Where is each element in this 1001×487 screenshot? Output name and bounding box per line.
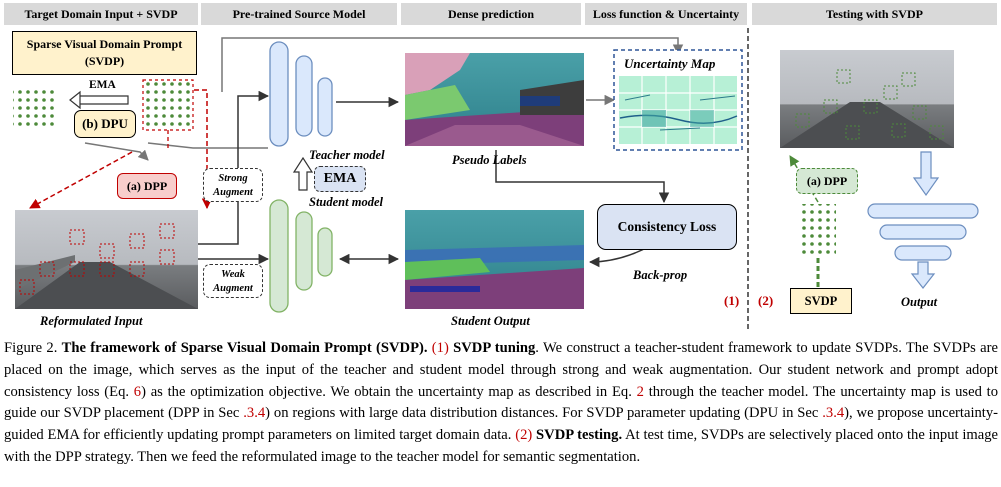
caption-fig-number: Figure 2. xyxy=(4,340,57,356)
student-output-image xyxy=(405,210,584,309)
weak-augment-line1: Weak xyxy=(204,268,262,282)
teacher-model xyxy=(270,42,332,146)
test-svdp-box: SVDP xyxy=(790,288,852,314)
student-output-label: Student Output xyxy=(451,314,530,329)
section-marker-1: (1) xyxy=(724,293,739,309)
caption-sec34-link-b[interactable]: .3.4 xyxy=(822,405,844,421)
testing-input-image xyxy=(780,50,954,148)
figure-caption: Figure 2. The framework of Sparse Visual… xyxy=(4,338,998,469)
ema-arrow-icon xyxy=(78,96,128,104)
test-down-arrow-icon xyxy=(914,152,938,195)
strong-augment-line1: Strong xyxy=(204,172,262,186)
svdp-abbrev: (SVDP) xyxy=(13,53,196,70)
reformulated-input-image xyxy=(15,210,198,309)
caption-part1-title: SVDP tuning xyxy=(453,340,535,356)
test-prompt-grid xyxy=(800,204,836,258)
backprop-label: Back-prop xyxy=(633,268,687,283)
test-output-label: Output xyxy=(901,295,937,310)
teacher-model-label: Teacher model xyxy=(309,148,385,163)
caption-eq6-link[interactable]: 6 xyxy=(134,384,141,400)
svdp-box: Sparse Visual Domain Prompt (SVDP) xyxy=(12,31,197,75)
consistency-loss-box: Consistency Loss xyxy=(597,204,737,250)
section-marker-2: (2) xyxy=(758,293,773,309)
ema-label: EMA xyxy=(89,79,116,91)
test-output-arrow-icon xyxy=(912,262,934,288)
prompt-grid-left xyxy=(13,86,57,130)
caption-title: The framework of Sparse Visual Domain Pr… xyxy=(62,340,428,356)
dpp-box: (a) DPP xyxy=(117,173,177,199)
weak-augment-line2: Augment xyxy=(204,282,262,296)
caption-eq2-link[interactable]: 2 xyxy=(637,384,644,400)
caption-part1-number: (1) xyxy=(432,340,449,356)
uncertainty-map-label: Uncertainty Map xyxy=(624,56,715,72)
caption-part1-text2: ) as the optimization objective. We obta… xyxy=(141,384,632,400)
dpu-to-model-line xyxy=(148,143,268,148)
framework-figure: Target Domain Input + SVDP Pre-trained S… xyxy=(0,0,1001,335)
student-model-label: Student model xyxy=(309,195,383,210)
student-model xyxy=(270,200,332,312)
ema-box: EMA xyxy=(314,166,366,192)
strong-augment-line2: Augment xyxy=(204,186,262,200)
svdp-title: Sparse Visual Domain Prompt xyxy=(13,36,196,53)
caption-part2-title: SVDP testing. xyxy=(536,427,622,443)
weak-augment-box: Weak Augment xyxy=(203,264,263,298)
pseudo-labels-image xyxy=(405,53,584,146)
reformulated-input-label: Reformulated Input xyxy=(40,314,142,329)
caption-sec34-link-a[interactable]: .3.4 xyxy=(243,405,265,421)
test-dpp-box: (a) DPP xyxy=(796,168,858,194)
strong-augment-box: Strong Augment xyxy=(203,168,263,202)
test-decoder xyxy=(868,204,978,260)
prompt-grid-right xyxy=(143,80,193,130)
caption-part1-text4: ) on regions with large data distributio… xyxy=(265,405,818,421)
pseudo-labels-label: Pseudo Labels xyxy=(452,153,527,168)
dpu-box: (b) DPU xyxy=(74,110,136,138)
caption-part2-number: (2) xyxy=(515,427,532,443)
